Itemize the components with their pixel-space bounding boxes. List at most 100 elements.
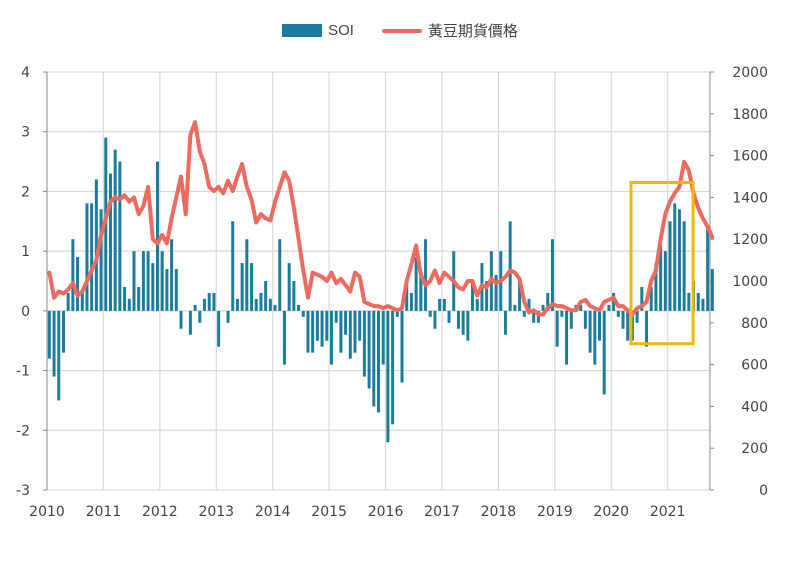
x-tick-label: 2020 — [593, 504, 629, 520]
soi-bar — [433, 310, 437, 329]
soi-bar — [640, 286, 644, 311]
right-tick-label: 1000 — [732, 274, 768, 290]
x-tick-label: 2011 — [86, 504, 122, 520]
soi-bar — [654, 263, 658, 311]
soi-bar — [616, 310, 620, 317]
soi-bar — [362, 310, 366, 377]
soi-bar — [141, 251, 145, 311]
soi-bar — [179, 310, 183, 329]
legend: SOI 黃豆期貨價格 — [0, 20, 800, 41]
soi-bar — [508, 221, 512, 311]
soi-bar — [602, 310, 606, 395]
soi-bar — [593, 310, 597, 365]
legend-item-soi: SOI — [282, 20, 354, 41]
soi-bar — [494, 275, 498, 311]
soi-bar — [645, 310, 649, 347]
soi-bar — [503, 310, 507, 335]
soi-bar — [663, 251, 667, 311]
soi-bar — [52, 310, 56, 377]
soi-bar — [344, 310, 348, 335]
soi-bar — [334, 310, 338, 323]
soi-bar — [612, 292, 616, 311]
soi-bar — [513, 304, 517, 311]
soi-bar — [160, 251, 164, 311]
soi-bar — [282, 310, 286, 365]
soi-bar — [123, 286, 127, 311]
soi-bar — [90, 203, 94, 311]
soi-bar — [61, 310, 65, 353]
soi-bar — [57, 310, 61, 401]
soi-bar — [301, 310, 305, 317]
soi-bar — [137, 286, 141, 311]
soi-bar — [414, 257, 418, 311]
right-tick-label: 2000 — [732, 65, 768, 81]
soi-bar — [348, 310, 352, 359]
soi-bar — [442, 298, 446, 311]
soi-bar — [687, 292, 691, 311]
soi-bar — [71, 239, 75, 311]
soi-bar — [207, 292, 211, 311]
left-tick-label: -1 — [16, 364, 30, 380]
soi-bar — [188, 310, 192, 335]
soi-bar — [315, 310, 319, 341]
x-tick-label: 2012 — [142, 504, 178, 520]
soi-bar — [217, 310, 221, 347]
legend-label-soi: SOI — [328, 22, 354, 39]
soi-bar — [706, 227, 710, 311]
right-tick-label: 0 — [759, 483, 768, 499]
soi-bar — [555, 310, 559, 347]
soi-bar — [85, 203, 89, 311]
soi-bar — [381, 310, 385, 365]
soi-bar — [391, 310, 395, 425]
x-tick-label: 2014 — [255, 504, 291, 520]
soi-bar — [132, 251, 136, 311]
soi-bar — [367, 310, 371, 389]
soi-bar — [235, 298, 239, 311]
soi-bar — [419, 275, 423, 311]
soi-bar — [259, 292, 263, 311]
soi-bar — [560, 310, 564, 317]
soi-bar — [372, 310, 376, 407]
soi-bar — [405, 281, 409, 311]
soi-bar — [306, 310, 310, 353]
soybean-price-line — [47, 120, 715, 317]
x-tick-label: 2019 — [537, 504, 573, 520]
soi-bar — [475, 298, 479, 311]
right-tick-label: 600 — [741, 358, 768, 374]
left-tick-label: 1 — [21, 244, 30, 260]
soi-bar — [99, 209, 103, 311]
soi-bar — [438, 298, 442, 311]
soi-bar — [329, 310, 333, 365]
soi-bar — [579, 304, 583, 311]
right-tick-label: 200 — [741, 441, 768, 457]
soi-bar — [400, 310, 404, 383]
soi-bar — [292, 281, 296, 311]
soi-bar — [325, 310, 329, 341]
soi-bar — [287, 263, 291, 311]
soi-bar — [447, 310, 451, 323]
soi-bar — [649, 286, 653, 311]
soi-bar — [80, 292, 84, 311]
soi-bar — [47, 310, 51, 359]
soi-bar — [532, 310, 536, 323]
soi-bar — [198, 310, 202, 323]
soi-bar — [485, 281, 489, 311]
highlight-box — [629, 180, 695, 346]
soi-bar — [273, 304, 277, 311]
soi-bar — [264, 281, 268, 311]
soi-bar — [127, 298, 131, 311]
soi-bar — [320, 310, 324, 347]
soi-bar — [113, 149, 117, 311]
right-tick-label: 1800 — [732, 107, 768, 123]
right-tick-label: 1600 — [732, 149, 768, 165]
x-tick-label: 2021 — [650, 504, 686, 520]
soi-bar — [673, 203, 677, 311]
soi-bar — [297, 304, 301, 311]
soi-bar — [268, 298, 272, 311]
soi-bar — [550, 239, 554, 311]
left-tick-label: 2 — [21, 184, 30, 200]
soi-bar — [377, 310, 380, 413]
soi-bar — [428, 310, 432, 317]
